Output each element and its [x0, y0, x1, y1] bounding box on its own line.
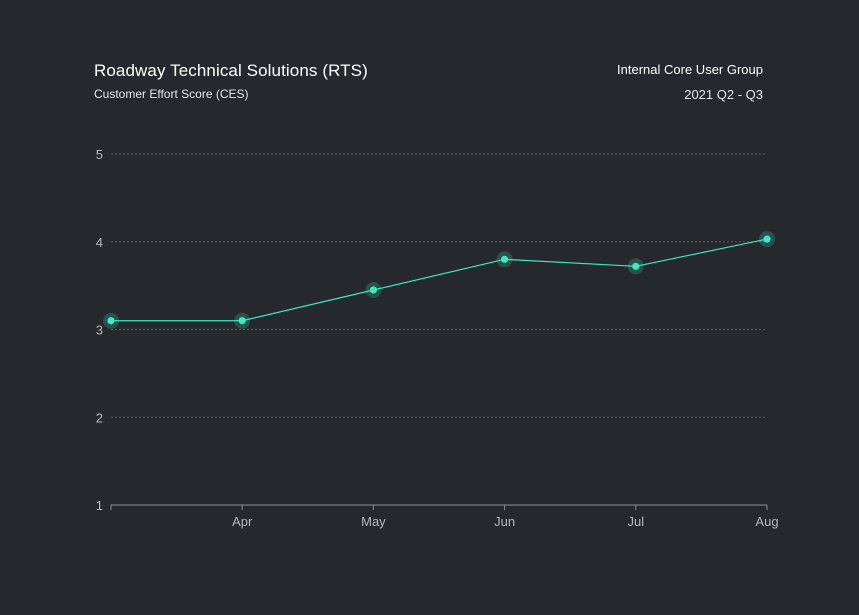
y-tick-label: 4: [96, 235, 103, 250]
data-point: [763, 235, 771, 243]
user-group-label: Internal Core User Group: [617, 62, 763, 77]
x-tick-label: Jul: [627, 514, 644, 529]
x-tick-label: May: [361, 514, 386, 529]
data-point: [369, 286, 377, 294]
x-tick-label: Jun: [494, 514, 515, 529]
x-tick-label: Aug: [755, 514, 778, 529]
y-tick-label: 2: [96, 410, 103, 425]
y-tick-label: 3: [96, 323, 103, 338]
y-tick-label: 5: [96, 147, 103, 162]
data-point: [632, 262, 640, 270]
chart-title: Roadway Technical Solutions (RTS): [94, 61, 368, 80]
data-point: [238, 317, 246, 325]
data-point: [107, 317, 115, 325]
data-point: [501, 255, 509, 263]
chart-subtitle: Customer Effort Score (CES): [94, 87, 249, 101]
y-tick-label: 1: [96, 498, 103, 513]
x-tick-label: Apr: [232, 514, 253, 529]
series-line: [111, 238, 768, 322]
period-label: 2021 Q2 - Q3: [684, 87, 763, 102]
